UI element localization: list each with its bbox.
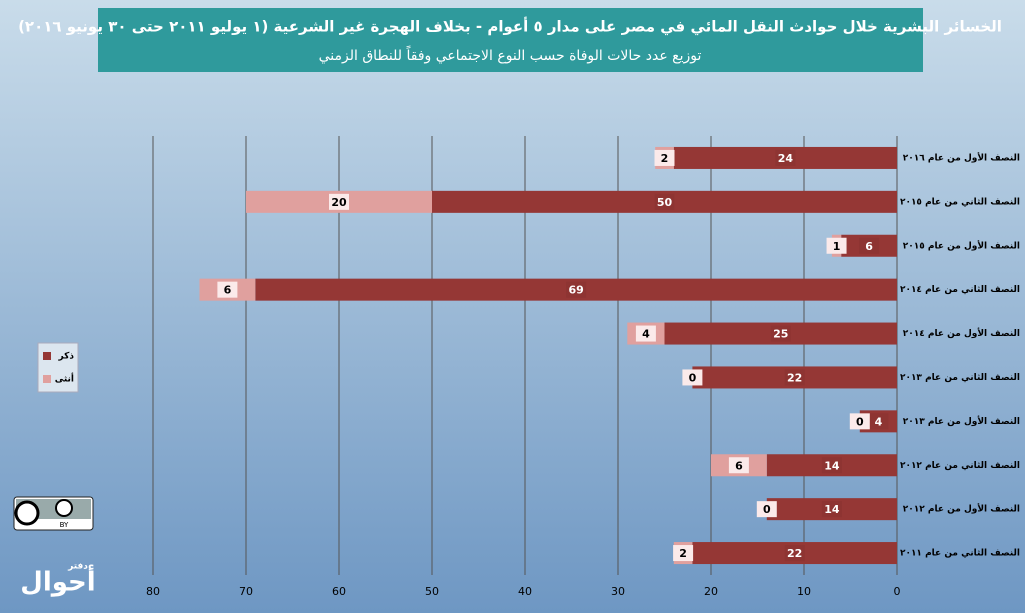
value-label-box [784,545,805,562]
logo-small: دفتر [67,562,88,572]
chart-subtitle: توزيع عدد حالات الوفاة حسب النوع الاجتما… [319,45,702,64]
value-label: 4 [875,415,883,428]
x-tick-label: 0 [894,585,901,598]
value-label-box [784,369,805,386]
value-label: 1 [833,240,841,253]
legend-box [37,342,79,393]
value-label-box [756,501,777,518]
value-label: 0 [763,503,771,516]
value-label: 50 [657,196,673,209]
y-tick-label: النصف الثاني من عام ٢٠١١ [900,549,1020,559]
value-label-box [821,501,842,518]
y-tick-label: النصف الثاني من عام ٢٠١٢ [900,461,1020,471]
value-label: 0 [689,371,697,384]
value-label-box [635,325,656,342]
value-label-box [217,281,238,298]
value-label-box [329,193,349,210]
value-label: 14 [824,459,840,472]
value-label: 20 [331,196,347,209]
y-tick-label: النصف الأول من عام ٢٠١٢ [903,503,1020,515]
value-label: 2 [661,152,669,165]
value-label-box [728,457,749,474]
by-icon [55,499,73,517]
x-tick-label: 30 [611,585,625,598]
value-label-box [682,369,703,386]
x-tick-label: 60 [332,585,346,598]
value-label: 6 [224,284,232,297]
value-label-box [849,413,870,430]
y-tick-label: النصف الأول من عام ٢٠١٣ [903,415,1020,427]
value-label-box [654,193,675,210]
x-tick-label: 80 [146,585,160,598]
value-label-box [673,545,694,562]
y-tick-label: النصف الأول من عام ٢٠١٦ [903,151,1020,163]
x-tick-label: 40 [518,585,532,598]
legend-label: أنثى [55,373,74,385]
value-label: 0 [856,415,864,428]
value-label: 24 [778,152,794,165]
y-tick-label: النصف الأول من عام ٢٠١٤ [903,327,1020,339]
y-tick-label: النصف الثاني من عام ٢٠١٥ [900,197,1020,207]
value-label: 6 [735,459,743,472]
logo: أحوال [20,565,95,598]
legend-label: ذكر [58,352,75,362]
value-label-box [868,413,889,430]
value-label: 14 [824,503,840,516]
y-tick-label: النصف الثاني من عام ٢٠١٤ [900,285,1020,295]
value-label-box [654,149,675,166]
value-label-box [566,281,587,298]
value-label: 4 [642,328,650,341]
value-label-box [826,237,847,254]
title-box [98,8,923,72]
cc-icon [14,500,40,526]
legend-swatch [43,352,51,360]
x-tick-label: 50 [425,585,439,598]
x-tick-label: 20 [704,585,718,598]
y-tick-label: النصف الأول من عام ٢٠١٥ [903,239,1020,251]
badge-text: BY [60,521,69,529]
value-label: 6 [865,240,873,253]
value-label: 25 [773,328,788,341]
value-label: 69 [568,284,583,297]
chart-title: الخسائر البشرية خلال حوادث النقل المائي … [18,17,1002,36]
x-tick-label: 70 [239,585,253,598]
value-label: 22 [787,547,802,560]
value-label-box [859,237,880,254]
legend-swatch [43,375,51,383]
value-label-box [775,149,796,166]
x-tick-label: 10 [797,585,811,598]
value-label: 2 [679,547,687,560]
y-tick-label: النصف الثاني من عام ٢٠١٣ [900,373,1020,383]
value-label: 22 [787,371,802,384]
value-label-box [770,325,791,342]
value-label-box [821,457,842,474]
